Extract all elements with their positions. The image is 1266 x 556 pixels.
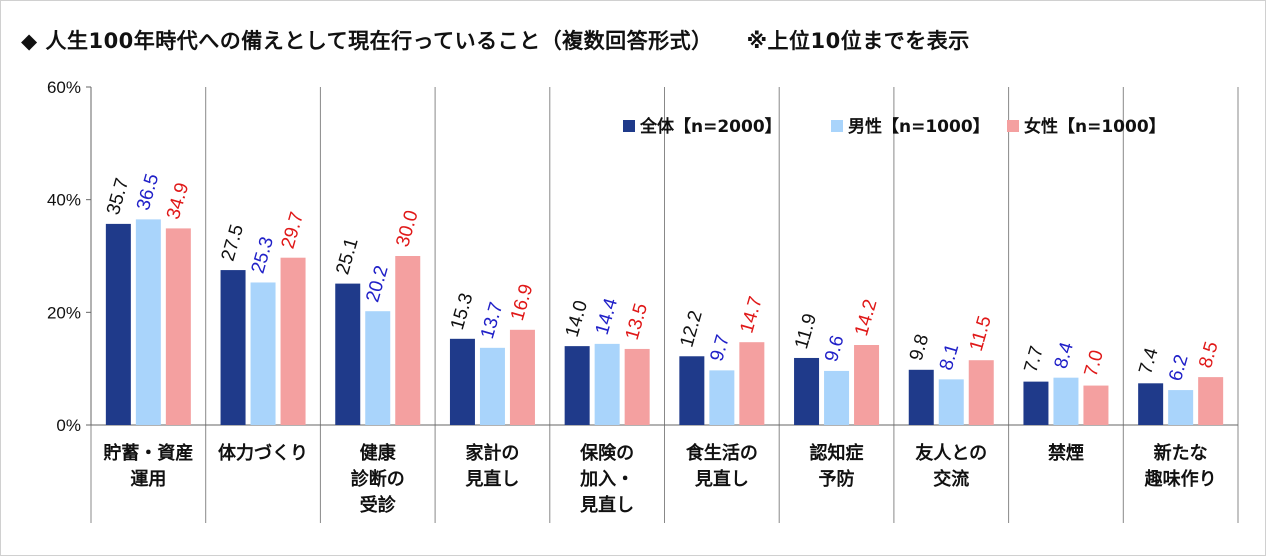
category-label: 予防 <box>819 468 855 490</box>
legend-label: 女性【n=1000】 <box>1024 116 1166 137</box>
data-label: 25.3 <box>248 235 278 276</box>
data-label: 20.2 <box>362 263 392 304</box>
bar <box>824 370 850 425</box>
bar <box>1083 385 1109 425</box>
title-main: ◆ 人生100年時代への備えとして現在行っていること（複数回答形式） <box>21 29 713 53</box>
category-label: 受診 <box>360 494 397 516</box>
y-tick-label: 60% <box>47 78 81 97</box>
bar <box>564 346 590 425</box>
bar <box>1198 377 1224 425</box>
bar <box>250 282 276 425</box>
bar <box>165 228 191 425</box>
category-label: 保険の <box>579 442 634 464</box>
bar <box>854 345 880 425</box>
data-label: 8.1 <box>936 342 963 373</box>
category-label: 見直し <box>694 468 749 490</box>
category-label: 新たな <box>1154 442 1208 464</box>
bar <box>908 369 934 425</box>
data-label: 11.5 <box>966 314 996 354</box>
data-label: 13.7 <box>477 300 507 341</box>
data-label: 29.7 <box>278 210 308 251</box>
y-tick-label: 40% <box>47 191 81 210</box>
bar <box>365 311 391 425</box>
data-label: 7.4 <box>1135 345 1163 377</box>
category-label: 交流 <box>933 468 969 490</box>
category-label: 友人との <box>915 442 987 464</box>
bar <box>938 379 964 425</box>
bar <box>794 357 820 425</box>
data-label: 27.5 <box>218 222 248 263</box>
data-label: 15.3 <box>447 291 477 332</box>
bar <box>1023 381 1049 425</box>
data-label: 14.7 <box>736 294 766 335</box>
data-label: 8.4 <box>1051 339 1079 371</box>
data-label: 14.4 <box>592 296 622 338</box>
bar <box>479 347 505 425</box>
data-label: 7.0 <box>1081 348 1108 379</box>
data-label: 6.2 <box>1165 352 1192 383</box>
bar <box>1053 377 1079 425</box>
bar <box>449 338 475 425</box>
bar <box>679 356 705 425</box>
category-label: 見直し <box>579 494 634 516</box>
bar <box>968 360 994 425</box>
category-label: 認知症 <box>810 442 864 464</box>
bar <box>105 223 131 425</box>
category-label: 体力づくり <box>218 442 308 464</box>
category-label: 貯蓄・資産 <box>103 442 193 464</box>
legend-swatch <box>623 120 635 132</box>
category-label: 健康 <box>360 442 397 464</box>
category-label: 加入・ <box>579 469 634 490</box>
data-label: 12.2 <box>676 308 706 349</box>
data-label: 34.9 <box>163 180 193 221</box>
title-note: ※上位10位までを表示 <box>746 29 970 53</box>
y-tick-label: 0% <box>56 416 81 435</box>
category-label: 見直し <box>464 468 519 490</box>
data-label: 30.0 <box>392 208 422 249</box>
bar <box>594 343 620 425</box>
data-label: 25.1 <box>332 236 362 277</box>
category-label: 食生活の <box>685 442 758 464</box>
category-label: 運用 <box>130 469 166 490</box>
category-label: 禁煙 <box>1048 442 1084 464</box>
legend-swatch <box>831 120 843 132</box>
data-label: 35.7 <box>103 176 133 217</box>
bar <box>335 283 361 425</box>
data-label: 8.5 <box>1195 339 1222 370</box>
bar <box>1168 390 1194 425</box>
legend-swatch <box>1007 120 1019 132</box>
data-label: 9.6 <box>821 333 848 364</box>
legend-label: 全体【n=2000】 <box>639 116 782 137</box>
data-label: 13.5 <box>622 301 652 342</box>
data-label: 14.2 <box>851 297 881 338</box>
bar <box>624 348 650 425</box>
data-label: 9.7 <box>706 333 733 364</box>
category-label: 家計の <box>465 442 519 464</box>
data-label: 16.9 <box>507 282 537 323</box>
bar <box>135 219 161 425</box>
chart-title: ◆ 人生100年時代への備えとして現在行っていること（複数回答形式） ※上位10位… <box>21 25 970 55</box>
bar <box>1138 383 1164 425</box>
category-label: 診断の <box>351 468 405 490</box>
data-label: 11.9 <box>791 311 821 351</box>
bar <box>280 257 306 425</box>
bar <box>395 256 421 425</box>
bar <box>509 329 535 425</box>
bar <box>739 342 765 425</box>
data-label: 36.5 <box>133 171 163 212</box>
data-label: 9.8 <box>906 332 933 363</box>
category-label: 趣味作り <box>1144 468 1217 490</box>
legend-label: 男性【n=1000】 <box>848 116 990 137</box>
bar <box>220 270 246 425</box>
data-label: 14.0 <box>562 298 592 339</box>
y-tick-label: 20% <box>47 303 81 322</box>
bar <box>709 370 735 425</box>
data-label: 7.7 <box>1021 344 1048 375</box>
